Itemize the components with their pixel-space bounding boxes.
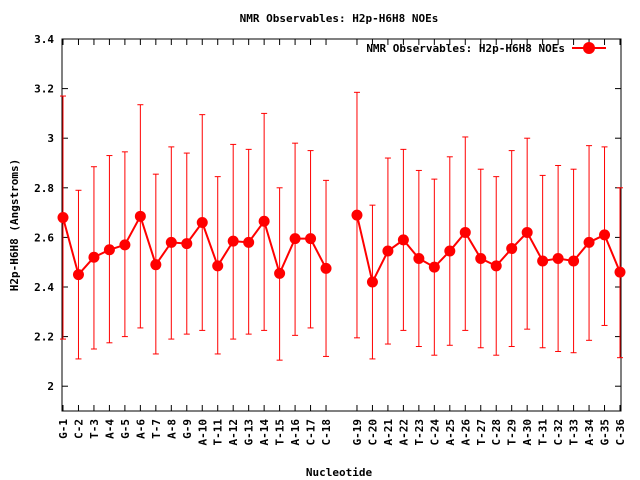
data-point: [72, 269, 84, 281]
data-point: [212, 260, 224, 272]
data-point: [490, 260, 502, 272]
x-tick-label: A-26: [459, 419, 472, 446]
x-tick-label: A-22: [397, 419, 410, 446]
legend-marker: [583, 42, 595, 54]
x-tick-label: C-32: [552, 419, 565, 446]
x-tick-label: T-23: [413, 419, 426, 446]
data-point: [428, 261, 440, 273]
y-tick-label: 3: [47, 132, 54, 145]
data-point: [119, 239, 131, 251]
x-tick-label: T-7: [150, 419, 163, 439]
data-point: [568, 255, 580, 267]
plot-frame: [61, 38, 622, 412]
x-tick-label: G-5: [119, 419, 132, 439]
y-tick-label: 2: [47, 380, 54, 393]
x-tick-label: A-16: [289, 419, 302, 446]
x-tick-label: A-14: [258, 419, 271, 446]
data-point: [537, 255, 549, 267]
x-tick-label: T-33: [568, 419, 581, 446]
data-point: [305, 233, 317, 245]
x-tick-label: C-24: [428, 419, 441, 446]
y-tick-label: 3.2: [34, 83, 54, 96]
data-point: [382, 245, 394, 257]
data-point: [320, 262, 332, 274]
x-axis-label: Nucleotide: [306, 466, 373, 479]
y-tick-label: 2.6: [34, 231, 54, 244]
data-point: [506, 243, 518, 255]
x-tick-label: T-3: [88, 419, 101, 439]
data-point: [88, 251, 100, 263]
data-point: [150, 259, 162, 271]
series-line: [62, 213, 327, 277]
x-tick-label: T-15: [274, 419, 287, 446]
data-point: [243, 236, 255, 248]
data-point: [583, 236, 595, 248]
data-point: [366, 276, 378, 288]
data-point: [459, 226, 471, 238]
data-point: [57, 212, 69, 224]
data-point: [614, 266, 626, 278]
x-tick-label: T-29: [506, 419, 519, 446]
x-tick-label: G-19: [351, 419, 364, 446]
data-point: [134, 210, 146, 222]
x-tick-label: A-30: [521, 419, 534, 446]
data-point: [181, 238, 193, 250]
x-tick-label: C-17: [305, 419, 318, 446]
legend-label: NMR Observables: H2p-H6H8 NOEs: [366, 42, 565, 55]
x-tick-label: G-35: [599, 419, 612, 446]
x-tick-label: G-1: [57, 419, 70, 439]
x-tick-label: C-28: [490, 419, 503, 446]
chart-title: NMR Observables: H2p-H6H8 NOEs: [240, 12, 439, 25]
data-point: [552, 252, 564, 264]
x-tick-label: A-8: [165, 419, 178, 439]
data-point: [289, 233, 301, 245]
x-tick-label: T-11: [212, 419, 225, 446]
y-tick-label: 2.4: [34, 281, 54, 294]
x-tick-label: T-31: [537, 419, 550, 446]
x-axis-ticks: G-1 C-2 T-3 A-4 G-5 A-6 T-7 A-8 G-9 A-10 T-11 A-12 G…: [57, 39, 627, 446]
data-point: [103, 244, 115, 256]
x-tick-label: T-27: [475, 419, 488, 446]
y-axis-ticks: 2 2.2 2.4 2.6 2.8 3 3.2 3.4: [34, 33, 621, 393]
data-point: [351, 209, 363, 221]
data-point: [258, 215, 270, 227]
data-point: [521, 226, 533, 238]
data-point: [165, 236, 177, 248]
series-line: [355, 214, 621, 285]
data-point: [444, 245, 456, 257]
x-tick-label: G-9: [181, 419, 194, 439]
x-tick-label: A-21: [382, 419, 395, 446]
x-tick-label: A-6: [134, 419, 147, 439]
data-point: [413, 252, 425, 264]
x-tick-label: C-36: [614, 419, 627, 446]
legend: NMR Observables: H2p-H6H8 NOEs: [366, 42, 606, 55]
data-point: [475, 252, 487, 264]
data-point: [397, 234, 409, 246]
series-lines: [62, 213, 621, 285]
data-point: [227, 235, 239, 247]
x-tick-label: C-20: [366, 419, 379, 446]
y-tick-label: 3.4: [34, 33, 54, 46]
x-tick-label: C-2: [72, 419, 85, 439]
y-axis-label: H2p-H6H8 (Angstroms): [8, 159, 21, 291]
y-tick-label: 2.8: [34, 182, 54, 195]
x-tick-label: A-25: [444, 419, 457, 446]
x-tick-label: A-4: [103, 419, 116, 439]
x-tick-label: C-18: [320, 419, 333, 446]
x-tick-label: G-13: [243, 419, 256, 446]
series-points: [57, 209, 626, 288]
data-point: [196, 217, 208, 229]
x-tick-label: A-34: [583, 419, 596, 446]
data-point: [274, 267, 286, 279]
x-tick-label: A-10: [196, 419, 209, 446]
data-point: [599, 229, 611, 241]
x-tick-label: A-12: [227, 419, 240, 446]
y-tick-label: 2.2: [34, 331, 54, 344]
